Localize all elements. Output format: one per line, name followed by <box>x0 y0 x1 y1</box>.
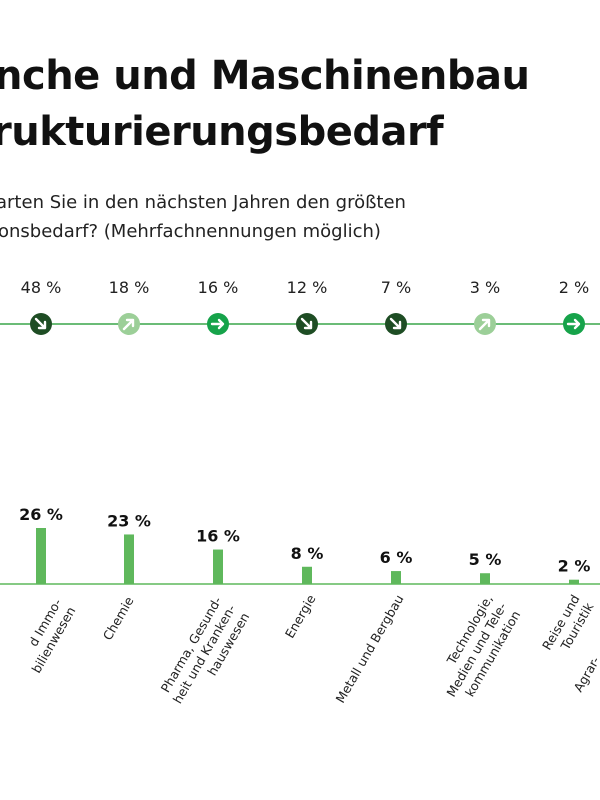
trend-percent-label: 7 % <box>381 278 411 297</box>
bar-value-label: 6 % <box>380 548 413 567</box>
arrow-right-icon <box>207 313 229 335</box>
category-label: Metall und Bergbau <box>332 592 406 705</box>
category-label: Agrar- <box>571 654 600 695</box>
trend-arrow <box>34 317 47 330</box>
trend-percent-label: 2 % <box>559 278 589 297</box>
category-label-line: Metall und Bergbau <box>332 592 406 705</box>
bar-value-label: 2 % <box>558 557 591 576</box>
chart-title: nche und Maschinenbau rukturierungsbedar… <box>0 48 600 160</box>
trend-percent-label: 3 % <box>470 278 500 297</box>
category-label-line: Agrar- <box>571 654 600 695</box>
trend-percent-label: 18 % <box>109 278 150 297</box>
question-line-2: onsbedarf? (Mehrfachnennungen möglich) <box>0 221 381 242</box>
arrow-up-right-icon <box>118 313 140 335</box>
trend-percent-label: 48 % <box>21 278 62 297</box>
trend-arrow <box>478 318 491 331</box>
trend-arrow <box>566 318 581 330</box>
bar <box>36 528 46 584</box>
arrow-up-right-icon <box>474 313 496 335</box>
category-label: d Immo-bilienwesen <box>15 596 79 676</box>
trend-arrow <box>210 318 225 330</box>
title-line-1: nche und Maschinenbau <box>0 53 530 99</box>
title-line-2: rukturierungsbedarf <box>0 109 444 155</box>
category-label: Chemie <box>100 594 137 643</box>
bar <box>302 566 312 584</box>
survey-question: arten Sie in den nächsten Jahren den grö… <box>0 188 600 246</box>
bar <box>213 549 223 584</box>
trend-percent-label: 12 % <box>287 278 328 297</box>
trend-arrow <box>389 317 402 330</box>
category-label: Energie <box>282 592 319 641</box>
category-label-line: Energie <box>282 592 319 641</box>
trend-arrow <box>300 317 313 330</box>
arrow-right-icon <box>563 313 585 335</box>
arrow-down-right-icon <box>30 313 52 335</box>
bar-value-label: 16 % <box>196 527 240 546</box>
bar-value-label: 26 % <box>19 505 63 524</box>
trend-percent-label: 16 % <box>198 278 239 297</box>
arrow-down-right-icon <box>385 313 407 335</box>
bar <box>124 534 134 584</box>
category-label: Technologie,Medien und Tele-kommunikatio… <box>430 592 524 707</box>
trend-arrow <box>122 318 135 331</box>
category-label: Pharma, Gesund-heit und Kranken-hauswese… <box>156 594 252 714</box>
category-label-line: Chemie <box>100 594 137 643</box>
bar <box>391 571 401 584</box>
bar-value-label: 5 % <box>469 550 502 569</box>
category-label: Reise undTouristik <box>539 591 597 660</box>
bar <box>569 579 579 584</box>
question-line-1: arten Sie in den nächsten Jahren den grö… <box>0 192 406 213</box>
bar <box>480 573 490 584</box>
bar-value-label: 23 % <box>107 511 151 530</box>
bar-value-label: 8 % <box>291 544 324 563</box>
arrow-down-right-icon <box>296 313 318 335</box>
